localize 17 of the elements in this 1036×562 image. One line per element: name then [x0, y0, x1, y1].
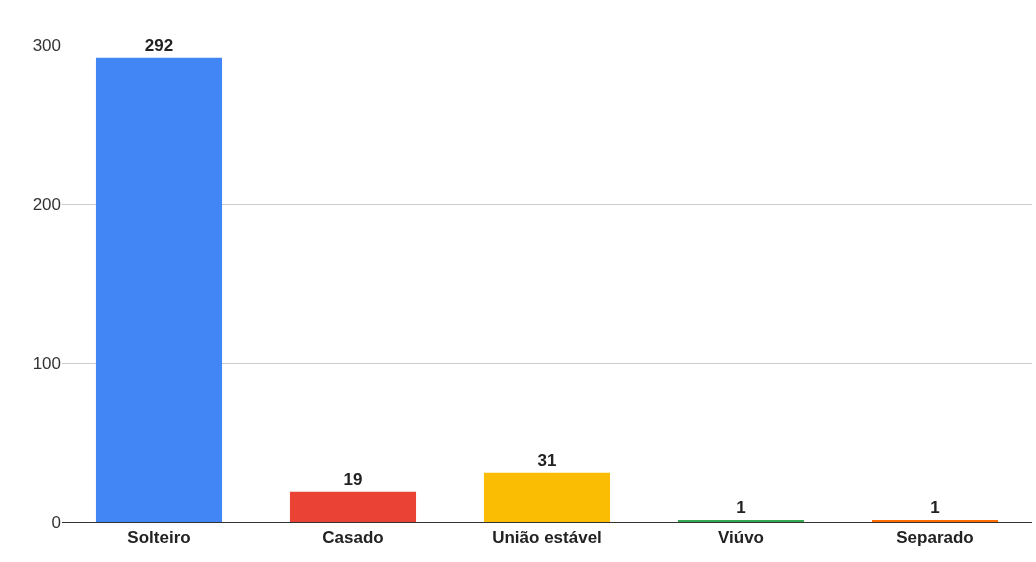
bar — [95, 57, 223, 522]
data-label: 1 — [736, 498, 746, 517]
y-tick-label: 0 — [51, 512, 61, 532]
bar — [289, 491, 417, 522]
data-label: 19 — [343, 469, 363, 489]
data-label: 1 — [930, 498, 940, 517]
y-tick-label: 300 — [32, 35, 61, 55]
data-label: 292 — [144, 35, 174, 55]
x-tick-label: Casado — [322, 528, 384, 548]
x-tick-label: Separado — [896, 528, 974, 548]
x-tick-label: União estável — [492, 528, 602, 548]
x-tick-label: Viúvo — [718, 528, 764, 548]
y-tick-label: 100 — [32, 353, 61, 373]
bar — [483, 472, 611, 522]
y-tick-label: 200 — [32, 194, 61, 214]
x-tick-label: Solteiro — [127, 528, 191, 548]
data-label: 31 — [537, 450, 557, 470]
